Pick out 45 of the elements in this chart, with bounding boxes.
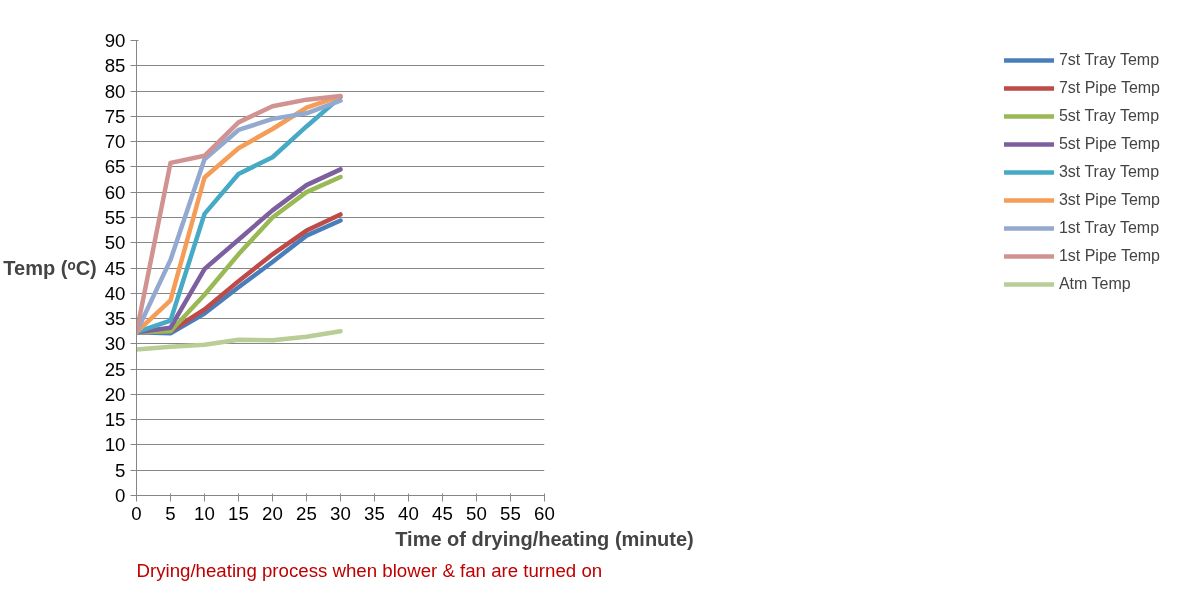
legend-label: 1st Tray Temp — [1058, 219, 1160, 237]
x-tick-label: 55 — [500, 502, 521, 524]
y-tick-label: 20 — [104, 383, 126, 405]
x-axis-title: Time of drying/heating (minute) — [395, 527, 694, 550]
y-tick-label: 70 — [104, 131, 126, 153]
x-tick-label: 35 — [364, 502, 385, 524]
line-series — [136, 328, 343, 352]
legend-label: 3st Tray Temp — [1058, 163, 1160, 181]
x-tick-label: 30 — [330, 502, 351, 524]
y-tick-label: 5 — [115, 459, 126, 481]
y-tick-label: 50 — [104, 232, 126, 254]
x-tick-label: 15 — [228, 502, 249, 524]
y-tick-label: 90 — [104, 30, 126, 51]
y-tick-label: 35 — [104, 308, 126, 330]
legend-label: Atm Temp — [1058, 275, 1131, 293]
x-tick-label: 0 — [131, 502, 142, 524]
y-axis-title: Temp (ᵒC) — [3, 257, 97, 279]
legend-label: 3st Pipe Temp — [1058, 191, 1160, 209]
text: Drying/heating process when blower & fan are turned on — [136, 559, 603, 581]
legend-label: 1st Pipe Temp — [1058, 247, 1160, 265]
y-tick-label: 30 — [104, 333, 126, 355]
y-tick-label: 75 — [104, 105, 126, 127]
x-tick-label: 20 — [262, 502, 283, 524]
x-tick-label: 25 — [296, 502, 317, 524]
legend-label: 5st Tray Temp — [1058, 107, 1160, 125]
x-tick-label: 40 — [398, 502, 419, 524]
y-tick-label: 10 — [104, 434, 126, 456]
y-tick-label: 15 — [104, 409, 126, 431]
x-tick-label: 5 — [165, 502, 176, 524]
legend-label: 7st Tray Temp — [1058, 51, 1160, 69]
y-tick-label: 65 — [104, 156, 126, 178]
y-tick-label: 55 — [104, 206, 126, 228]
y-tick-label: 85 — [104, 55, 126, 77]
y-tick-label: 0 — [115, 485, 126, 506]
legend-label: 5st Pipe Temp — [1058, 135, 1160, 153]
y-tick-label: 25 — [104, 358, 126, 380]
y-tick-label: 80 — [104, 80, 126, 102]
y-tick-label: 40 — [104, 282, 126, 304]
x-tick-label: 10 — [194, 502, 215, 524]
y-tick-label: 60 — [104, 181, 126, 203]
x-tick-label: 45 — [432, 502, 453, 524]
legend-label: 7st Pipe Temp — [1058, 79, 1160, 97]
x-tick-label: 60 — [534, 502, 555, 524]
x-tick-label: 50 — [466, 502, 487, 524]
y-tick-label: 45 — [104, 257, 126, 279]
